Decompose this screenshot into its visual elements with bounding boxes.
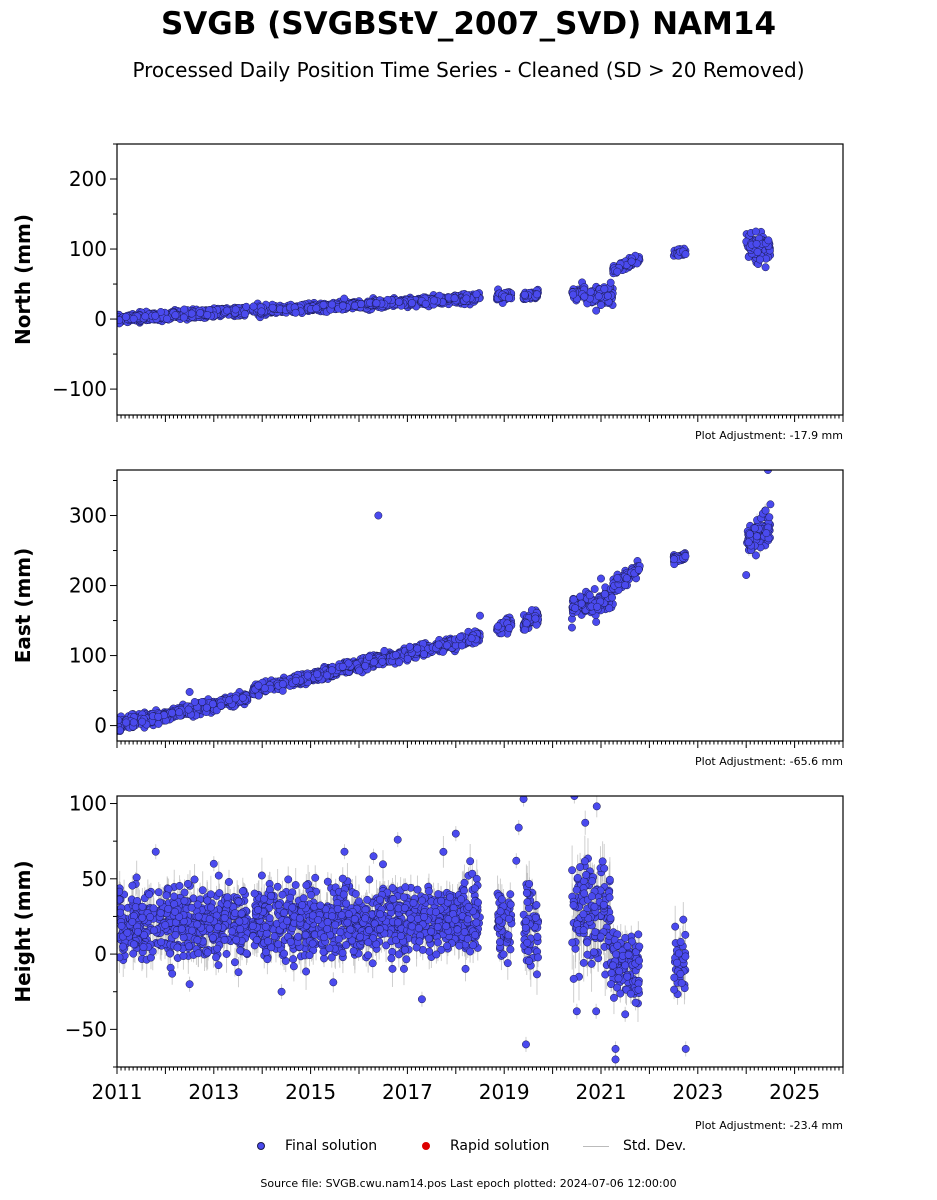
north-point: [203, 310, 212, 319]
north-point: [430, 296, 438, 305]
north-point: [603, 291, 612, 300]
north-ylabel: North (mm): [11, 214, 35, 345]
north-point: [752, 239, 761, 248]
north-point: [187, 309, 196, 318]
north-point: [681, 250, 690, 259]
north-point: [580, 292, 589, 301]
north-point: [597, 301, 605, 310]
north-point: [594, 292, 603, 301]
north-point: [407, 299, 416, 308]
north-point: [421, 299, 430, 308]
north-point: [338, 301, 347, 310]
north-point: [249, 302, 258, 311]
north-point: [312, 304, 321, 313]
north-point: [340, 294, 349, 303]
north-point: [761, 263, 770, 272]
north-point: [627, 257, 636, 266]
north-point: [613, 267, 622, 276]
north-point: [755, 255, 764, 264]
north-point: [751, 227, 760, 236]
north-ytick-label: 200: [69, 167, 107, 191]
north-point: [592, 306, 601, 315]
north-point: [268, 303, 277, 312]
north-point: [180, 305, 189, 314]
north-point: [600, 285, 609, 293]
chart-subtitle: Processed Daily Position Time Series - C…: [132, 58, 805, 82]
north-point: [291, 308, 300, 317]
north-point: [257, 307, 266, 316]
north-point: [462, 294, 471, 303]
north-point: [223, 306, 231, 315]
north-point: [231, 305, 240, 314]
chart-title: SVGB (SVGBStV_2007_SVD) NAM14: [160, 6, 777, 42]
north-point: [141, 312, 150, 321]
north-plot-frame: [116, 143, 844, 416]
north-point: [328, 300, 336, 309]
north-point: [372, 299, 381, 308]
north-ytick-label: 0: [94, 307, 107, 331]
north-point: [586, 287, 595, 296]
north-ytick-label: −100: [52, 377, 107, 401]
north-point: [472, 290, 481, 299]
north-point: [606, 278, 615, 287]
north-ytick-label: 100: [69, 237, 107, 261]
north-point: [357, 300, 366, 308]
north-point: [151, 311, 160, 320]
north-point: [121, 313, 130, 321]
north-points: [117, 227, 775, 328]
north-point: [240, 309, 249, 318]
north-point: [163, 314, 171, 323]
north-point: [764, 236, 773, 245]
north-point: [156, 307, 165, 316]
north-point: [179, 313, 188, 322]
north-point: [753, 248, 762, 256]
north-point: [395, 297, 403, 306]
north-point: [505, 294, 513, 303]
north-point: [569, 290, 578, 299]
north-point: [533, 290, 541, 299]
north-point: [196, 309, 205, 317]
north-point: [450, 294, 459, 303]
north-point: [319, 300, 328, 309]
north-point: [171, 311, 180, 320]
north-point: [117, 316, 124, 325]
north-point: [129, 314, 138, 323]
north-point: [520, 290, 529, 299]
east-std-dev-bars: [117, 470, 771, 735]
